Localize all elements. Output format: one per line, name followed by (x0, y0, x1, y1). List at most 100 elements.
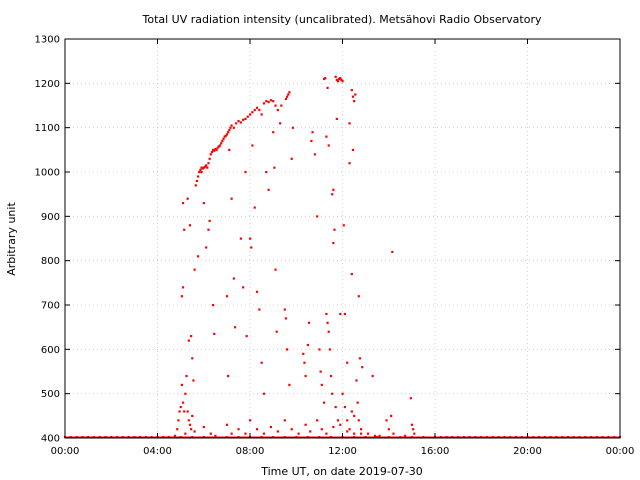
data-point (267, 188, 270, 191)
data-point (409, 397, 412, 400)
data-point (366, 432, 370, 435)
data-point (176, 428, 179, 431)
baseline-point (81, 436, 84, 438)
data-point (275, 330, 278, 333)
y-tick-label: 1100 (35, 123, 60, 134)
data-point (331, 392, 334, 395)
data-point (186, 197, 189, 200)
data-point (346, 430, 349, 433)
baseline-point (445, 436, 448, 438)
data-point (351, 95, 355, 98)
data-point (191, 357, 194, 360)
data-point (353, 414, 356, 418)
grid-lines (65, 39, 620, 438)
data-point (267, 100, 270, 104)
data-point (195, 179, 199, 183)
data-point (255, 290, 259, 293)
baseline-point (462, 436, 465, 438)
data-point (274, 268, 277, 271)
data-point (262, 432, 266, 435)
data-point (258, 308, 261, 311)
data-point (334, 75, 337, 78)
data-point (304, 374, 307, 378)
data-point (290, 428, 293, 431)
data-point (350, 410, 353, 413)
data-point (387, 428, 390, 431)
data-point (339, 312, 342, 316)
baseline-point (410, 436, 413, 438)
data-points (173, 75, 416, 437)
data-point (208, 219, 211, 222)
data-point (353, 432, 356, 435)
data-point (218, 144, 222, 147)
baseline-point (532, 436, 535, 438)
data-point (329, 374, 333, 378)
baseline-point (168, 436, 171, 438)
y-axis-title: Arbitrary unit (5, 202, 18, 276)
data-point (222, 137, 225, 140)
data-point (262, 102, 266, 105)
data-point (229, 126, 232, 129)
data-point (221, 139, 224, 143)
data-point (193, 430, 196, 433)
data-point (237, 120, 240, 123)
data-point (403, 434, 407, 437)
baseline-point (214, 436, 217, 438)
y-tick-label: 800 (41, 256, 60, 267)
data-point (187, 419, 190, 422)
baseline-point (451, 436, 454, 438)
data-point (280, 104, 283, 107)
data-point (199, 168, 202, 171)
data-point (325, 135, 328, 138)
data-point (265, 100, 268, 103)
baseline-point (561, 436, 564, 438)
data-point (253, 206, 256, 209)
data-point (225, 423, 229, 426)
data-point (348, 428, 351, 431)
data-point (230, 197, 233, 200)
data-point (287, 93, 290, 96)
data-point (279, 122, 282, 125)
data-point (341, 80, 344, 83)
y-tick-label: 1200 (35, 79, 60, 90)
data-point (239, 121, 242, 124)
y-tick-label: 600 (41, 345, 60, 356)
data-point (239, 237, 242, 240)
data-point (262, 392, 266, 395)
data-point (326, 321, 329, 324)
baseline-point (104, 436, 107, 438)
data-point (335, 117, 338, 120)
baseline-point (457, 436, 460, 438)
data-point (237, 428, 240, 431)
data-point (179, 405, 182, 409)
baseline-point (509, 436, 512, 438)
baseline-point (613, 436, 616, 438)
data-point (255, 428, 259, 431)
baseline-point (191, 436, 194, 438)
data-point (213, 149, 216, 152)
data-point (216, 146, 219, 149)
data-point (249, 113, 252, 116)
baseline-point (439, 436, 442, 438)
data-point (260, 361, 263, 364)
data-point (332, 425, 335, 429)
data-point (244, 432, 247, 435)
data-point (181, 286, 185, 289)
data-point (350, 272, 353, 276)
data-point (324, 77, 327, 80)
x-axis-ticks: 00:00 04:00 08:00 12:00 16:00 20:00 00:00 (51, 39, 634, 457)
data-point (310, 139, 313, 143)
x-tick-label: 04:00 (143, 446, 172, 457)
data-point (202, 166, 205, 169)
baseline-point (601, 436, 604, 438)
baseline-point (318, 436, 321, 438)
baseline-point (237, 436, 240, 438)
baseline-point (295, 436, 298, 438)
data-point (284, 97, 288, 101)
baseline-point (306, 436, 309, 438)
baseline-point (283, 436, 286, 438)
baseline-point (514, 436, 517, 438)
data-point (223, 135, 226, 138)
x-tick-label: 12:00 (328, 446, 357, 457)
data-point (390, 414, 393, 418)
